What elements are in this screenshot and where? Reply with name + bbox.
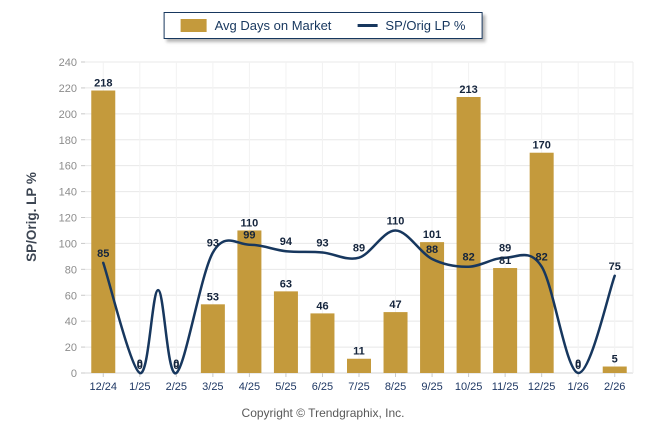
y-tick-label: 0: [71, 368, 77, 380]
line-data-label: 0: [137, 358, 143, 370]
line-series-path: [102, 229, 616, 375]
legend-item-avg-days: Avg Days on Market: [180, 18, 332, 33]
x-tick-label: 1/26: [567, 381, 588, 393]
legend-line-label: SP/Orig LP %: [385, 18, 466, 33]
bar-data-label: 0: [173, 360, 179, 372]
bar: [456, 96, 481, 374]
bar-data-label: 63: [280, 278, 292, 290]
line-data-label: 0: [575, 358, 581, 370]
line-data-label: 85: [97, 248, 109, 260]
bar: [237, 230, 262, 373]
x-tick-label: 12/25: [528, 381, 556, 393]
x-tick-label: 2/25: [166, 381, 187, 393]
y-tick-label: 180: [59, 135, 77, 147]
bar-data-label: 110: [241, 217, 259, 229]
line-data-label: 93: [207, 237, 219, 249]
x-tick-label: 9/25: [421, 381, 442, 393]
x-tick-label: 7/25: [348, 381, 369, 393]
bar-data-label: 213: [459, 84, 477, 96]
x-tick-label: 6/25: [312, 381, 333, 393]
x-tick-label: 12/24: [90, 381, 118, 393]
y-tick-label: 120: [59, 213, 77, 225]
x-tick-label: 1/25: [129, 381, 150, 393]
bar: [529, 152, 554, 373]
legend-bar-label: Avg Days on Market: [214, 18, 332, 33]
line-data-label: 89: [499, 243, 511, 255]
line-data-label: 82: [536, 252, 548, 264]
line-data-label: 89: [353, 243, 365, 255]
line-data-label: 110: [387, 215, 405, 227]
y-tick-label: 160: [59, 161, 77, 173]
line-data-label: 0: [173, 358, 179, 370]
bar-data-label: 47: [389, 299, 401, 311]
copyright-text: Copyright © Trendgraphix, Inc.: [241, 406, 405, 420]
y-tick-label: 140: [59, 187, 77, 199]
line-data-label: 99: [243, 230, 255, 242]
line-data-label: 94: [280, 236, 293, 248]
bar: [200, 304, 225, 373]
x-tick-label: 5/25: [275, 381, 296, 393]
bar-data-label: 46: [316, 300, 328, 312]
y-tick-label: 20: [65, 342, 77, 354]
bar: [310, 313, 335, 373]
bar: [91, 90, 116, 373]
line-series-swatch-icon: [357, 24, 378, 27]
bar-data-label: 81: [499, 255, 511, 267]
bar-data-label: 11: [353, 346, 365, 358]
y-tick-label: 200: [59, 109, 77, 121]
y-tick-label: 40: [65, 316, 77, 328]
y-tick-label: 240: [59, 57, 77, 69]
line-data-label: 93: [316, 237, 328, 249]
y-tick-label: 80: [65, 264, 77, 276]
x-tick-label: 2/26: [604, 381, 625, 393]
bar-data-label: 170: [532, 140, 550, 152]
bar-data-label: 218: [94, 78, 112, 90]
line-data-label: 75: [609, 261, 621, 273]
y-tick-label: 60: [65, 290, 77, 302]
y-axis-title: SP/Orig. LP %: [24, 172, 39, 262]
bar: [602, 366, 627, 373]
bar-data-label: 53: [207, 291, 219, 303]
bar-data-label: 0: [575, 360, 581, 372]
y-tick-label: 100: [59, 238, 77, 250]
line-data-label: 88: [426, 244, 438, 256]
bar-data-label: 5: [612, 354, 618, 366]
bar: [493, 268, 518, 373]
bar: [347, 358, 371, 373]
x-tick-label: 3/25: [202, 381, 223, 393]
x-tick-label: 8/25: [385, 381, 406, 393]
bar: [420, 242, 445, 373]
x-tick-label: 4/25: [239, 381, 260, 393]
bar: [273, 291, 298, 373]
x-tick-label: 10/25: [455, 381, 483, 393]
line-data-label: 82: [462, 252, 474, 264]
y-tick-label: 220: [59, 83, 77, 95]
bar-data-label: 101: [423, 229, 441, 241]
x-tick-label: 11/25: [492, 381, 519, 393]
bar-series-swatch-icon: [180, 19, 207, 32]
bar: [383, 312, 408, 373]
chart-legend: Avg Days on Market SP/Orig LP %: [163, 12, 483, 39]
legend-item-sp-orig: SP/Orig LP %: [357, 18, 465, 33]
bar-data-label: 0: [137, 360, 143, 372]
